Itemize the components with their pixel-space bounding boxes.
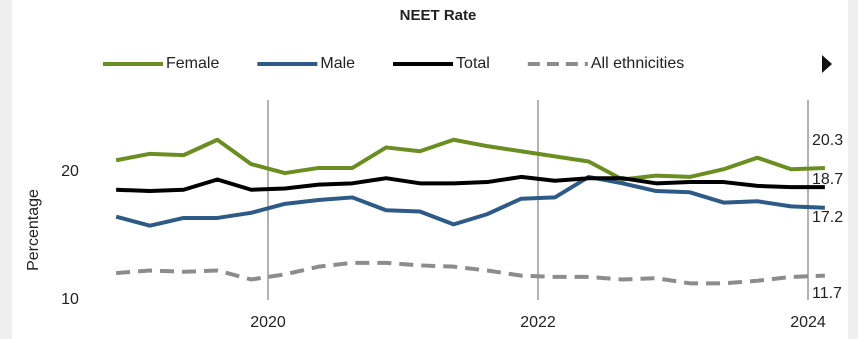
series-line — [116, 174, 825, 194]
chart-title: NEET Rate — [400, 7, 477, 24]
x-tick-label: 2024 — [790, 314, 826, 331]
y-tick-label: 10 — [61, 291, 79, 308]
y-tick-label: 20 — [61, 163, 79, 180]
series-line — [115, 260, 825, 286]
legend-label: Male — [320, 55, 355, 72]
x-tick-label: 2022 — [520, 314, 556, 331]
end-label: 17.2 — [812, 209, 843, 226]
legend-label: All ethnicities — [591, 55, 684, 72]
x-tick-label: 2020 — [250, 314, 286, 331]
legend-label: Female — [166, 55, 219, 72]
y-axis-label: Percentage — [25, 189, 42, 271]
end-label: 11.7 — [812, 285, 842, 302]
series-line — [115, 174, 825, 228]
legend-label: Total — [456, 55, 490, 72]
end-label: 20.3 — [812, 132, 843, 149]
end-label: 18.7 — [812, 171, 843, 188]
legend-next-arrow[interactable] — [822, 55, 832, 73]
series-line — [115, 137, 825, 182]
